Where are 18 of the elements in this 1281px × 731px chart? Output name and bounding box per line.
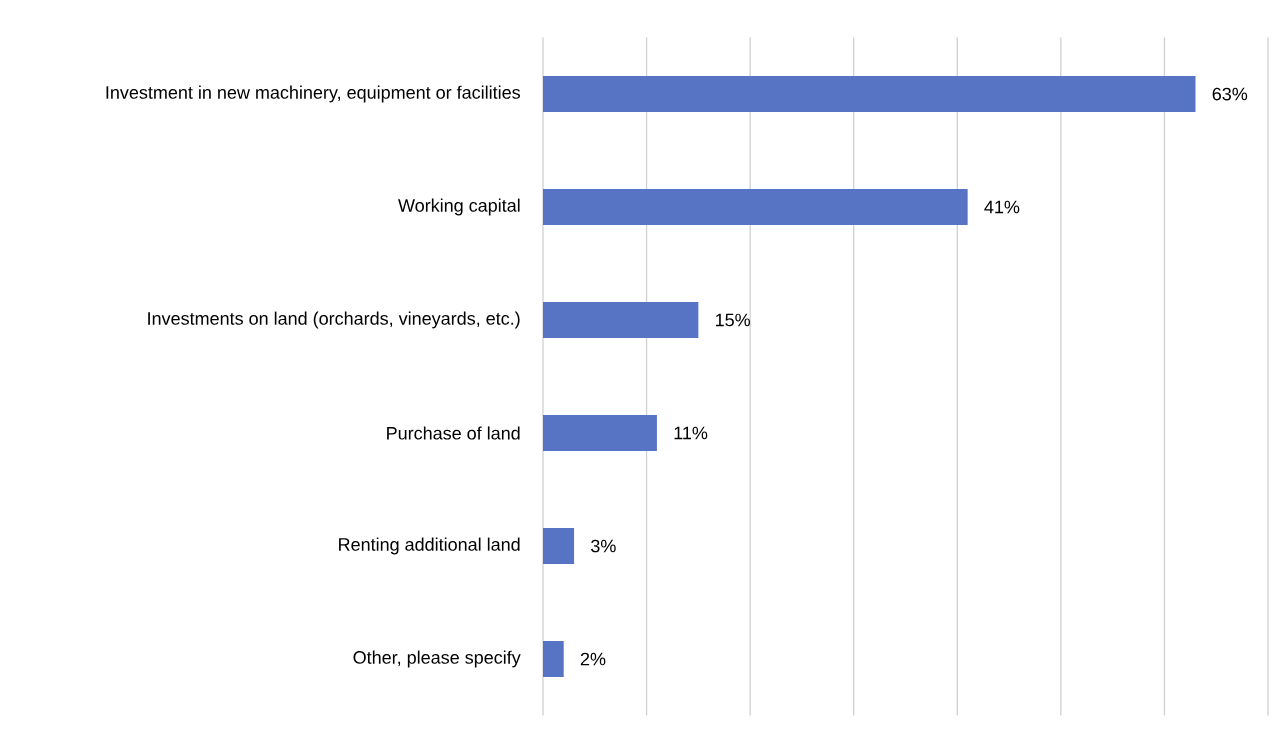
data-label: 15% [716,313,751,327]
data-label: 2% [580,652,606,666]
bar [543,189,968,226]
y-tick-label: Investment in new machinery, equipment or facilities [106,85,520,103]
y-tick-label: Other, please specify [353,650,521,668]
bar [543,76,1196,113]
data-label: 11% [674,426,708,440]
y-tick-label: Investments on land (orchards, vineyards, etc.) [148,311,520,329]
bar [543,415,657,451]
bar [543,528,575,564]
bar [543,302,699,339]
data-label: 3% [591,539,616,553]
y-tick-label: Renting additional land [339,537,520,555]
y-tick-label: Purchase of land [387,426,520,440]
y-tick-label: Working capital [398,198,520,216]
bar [543,641,564,677]
data-label: 41% [984,200,1020,214]
data-label: 63% [1212,87,1248,101]
